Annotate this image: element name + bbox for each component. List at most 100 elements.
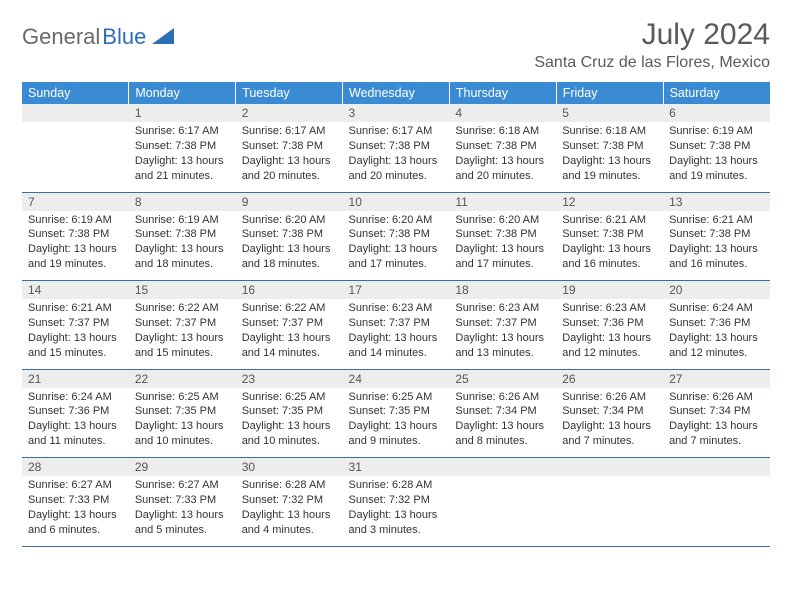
day-number-cell: 17 [343,281,450,300]
sunset-line: Sunset: 7:38 PM [455,139,550,154]
day-number-cell: 21 [22,369,129,388]
sunrise-line: Sunrise: 6:18 AM [562,124,657,139]
sunset-line: Sunset: 7:38 PM [349,139,444,154]
day-number-cell: 5 [556,104,663,122]
sunrise-line: Sunrise: 6:27 AM [135,478,230,493]
daylight-line: Daylight: 13 hours and 12 minutes. [669,331,764,361]
daylight-line: Daylight: 13 hours and 5 minutes. [135,508,230,538]
day-detail-cell: Sunrise: 6:27 AMSunset: 7:33 PMDaylight:… [22,476,129,546]
sunset-line: Sunset: 7:37 PM [349,316,444,331]
sunrise-line: Sunrise: 6:25 AM [349,390,444,405]
daylight-line: Daylight: 13 hours and 14 minutes. [349,331,444,361]
day-detail-cell: Sunrise: 6:19 AMSunset: 7:38 PMDaylight:… [22,211,129,281]
day-detail-cell: Sunrise: 6:26 AMSunset: 7:34 PMDaylight:… [663,388,770,458]
sunrise-line: Sunrise: 6:28 AM [242,478,337,493]
daylight-line: Daylight: 13 hours and 10 minutes. [242,419,337,449]
logo-text-general: General [22,24,100,50]
daylight-line: Daylight: 13 hours and 21 minutes. [135,154,230,184]
logo: General Blue [22,18,174,50]
daylight-line: Daylight: 13 hours and 6 minutes. [28,508,123,538]
sunset-line: Sunset: 7:37 PM [242,316,337,331]
day-detail-cell [449,476,556,546]
day-detail-cell: Sunrise: 6:23 AMSunset: 7:37 PMDaylight:… [449,299,556,369]
sunrise-line: Sunrise: 6:26 AM [562,390,657,405]
sunset-line: Sunset: 7:38 PM [562,227,657,242]
day-number-cell: 31 [343,458,450,477]
day-number-cell: 23 [236,369,343,388]
sunrise-line: Sunrise: 6:28 AM [349,478,444,493]
day-detail-cell [556,476,663,546]
sunrise-line: Sunrise: 6:17 AM [242,124,337,139]
day-number-cell: 12 [556,192,663,211]
sunrise-line: Sunrise: 6:21 AM [28,301,123,316]
daylight-line: Daylight: 13 hours and 17 minutes. [349,242,444,272]
day-number-row: 14151617181920 [22,281,770,300]
day-number-cell: 11 [449,192,556,211]
day-detail-cell: Sunrise: 6:20 AMSunset: 7:38 PMDaylight:… [236,211,343,281]
day-detail-cell [663,476,770,546]
sunrise-line: Sunrise: 6:18 AM [455,124,550,139]
day-number-cell: 30 [236,458,343,477]
day-detail-cell: Sunrise: 6:17 AMSunset: 7:38 PMDaylight:… [236,122,343,192]
day-number-row: 78910111213 [22,192,770,211]
sunrise-line: Sunrise: 6:24 AM [28,390,123,405]
daylight-line: Daylight: 13 hours and 11 minutes. [28,419,123,449]
sunset-line: Sunset: 7:38 PM [135,139,230,154]
sunrise-line: Sunrise: 6:24 AM [669,301,764,316]
day-number-cell: 14 [22,281,129,300]
day-number-cell: 18 [449,281,556,300]
day-number-cell: 24 [343,369,450,388]
daylight-line: Daylight: 13 hours and 15 minutes. [28,331,123,361]
day-detail-cell: Sunrise: 6:21 AMSunset: 7:37 PMDaylight:… [22,299,129,369]
daylight-line: Daylight: 13 hours and 13 minutes. [455,331,550,361]
location-label: Santa Cruz de las Flores, Mexico [534,54,770,72]
day-detail-row: Sunrise: 6:19 AMSunset: 7:38 PMDaylight:… [22,211,770,281]
sunset-line: Sunset: 7:36 PM [669,316,764,331]
day-detail-row: Sunrise: 6:24 AMSunset: 7:36 PMDaylight:… [22,388,770,458]
day-detail-cell: Sunrise: 6:19 AMSunset: 7:38 PMDaylight:… [129,211,236,281]
day-number-cell: 27 [663,369,770,388]
daylight-line: Daylight: 13 hours and 20 minutes. [242,154,337,184]
sunrise-line: Sunrise: 6:22 AM [242,301,337,316]
day-detail-cell: Sunrise: 6:20 AMSunset: 7:38 PMDaylight:… [343,211,450,281]
day-detail-cell [22,122,129,192]
sunrise-line: Sunrise: 6:27 AM [28,478,123,493]
sunset-line: Sunset: 7:38 PM [349,227,444,242]
sunrise-line: Sunrise: 6:23 AM [455,301,550,316]
sunset-line: Sunset: 7:34 PM [669,404,764,419]
calendar-body: 123456Sunrise: 6:17 AMSunset: 7:38 PMDay… [22,104,770,546]
sunrise-line: Sunrise: 6:23 AM [349,301,444,316]
sunset-line: Sunset: 7:35 PM [135,404,230,419]
day-number-cell [556,458,663,477]
weekday-header: Friday [556,82,663,104]
sunrise-line: Sunrise: 6:22 AM [135,301,230,316]
day-number-cell: 16 [236,281,343,300]
calendar-table: SundayMondayTuesdayWednesdayThursdayFrid… [22,82,770,547]
day-detail-cell: Sunrise: 6:21 AMSunset: 7:38 PMDaylight:… [556,211,663,281]
sunrise-line: Sunrise: 6:19 AM [135,213,230,228]
day-number-cell: 28 [22,458,129,477]
day-number-cell [663,458,770,477]
sunrise-line: Sunrise: 6:26 AM [669,390,764,405]
sunrise-line: Sunrise: 6:21 AM [562,213,657,228]
month-title: July 2024 [534,18,770,52]
sunrise-line: Sunrise: 6:19 AM [669,124,764,139]
day-detail-cell: Sunrise: 6:25 AMSunset: 7:35 PMDaylight:… [129,388,236,458]
weekday-header: Sunday [22,82,129,104]
day-detail-cell: Sunrise: 6:24 AMSunset: 7:36 PMDaylight:… [22,388,129,458]
sunset-line: Sunset: 7:37 PM [135,316,230,331]
day-number-cell: 4 [449,104,556,122]
day-number-row: 123456 [22,104,770,122]
day-number-cell: 25 [449,369,556,388]
daylight-line: Daylight: 13 hours and 16 minutes. [669,242,764,272]
daylight-line: Daylight: 13 hours and 7 minutes. [562,419,657,449]
day-detail-row: Sunrise: 6:17 AMSunset: 7:38 PMDaylight:… [22,122,770,192]
day-number-cell: 20 [663,281,770,300]
sunset-line: Sunset: 7:34 PM [562,404,657,419]
sunset-line: Sunset: 7:32 PM [349,493,444,508]
day-detail-cell: Sunrise: 6:23 AMSunset: 7:37 PMDaylight:… [343,299,450,369]
daylight-line: Daylight: 13 hours and 16 minutes. [562,242,657,272]
day-detail-cell: Sunrise: 6:26 AMSunset: 7:34 PMDaylight:… [449,388,556,458]
sunset-line: Sunset: 7:37 PM [28,316,123,331]
day-number-cell [449,458,556,477]
